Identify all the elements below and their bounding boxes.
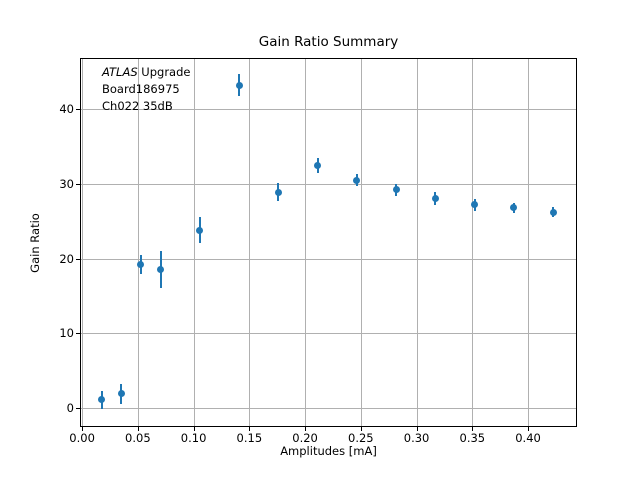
data-point [274, 188, 282, 196]
x-tick-label: 0.20 [292, 431, 318, 445]
x-tick-label: 0.35 [459, 431, 486, 445]
x-gridline [249, 59, 251, 426]
y-gridline [81, 333, 576, 335]
x-gridline [528, 59, 530, 426]
annotation-line-3: Ch022 35dB [102, 99, 173, 113]
x-tick-label: 0.25 [348, 431, 374, 445]
y-axis-label: Gain Ratio [28, 213, 42, 273]
y-tick-label: 0 [66, 401, 74, 416]
data-point [137, 261, 145, 269]
x-gridline [360, 59, 362, 426]
data-point [157, 266, 165, 274]
annotation-line-1-rest: Upgrade [137, 65, 191, 79]
data-point [196, 226, 204, 234]
x-gridline [416, 59, 418, 426]
x-tick-mark [360, 427, 362, 431]
x-tick-mark [193, 427, 195, 431]
atlas-brand-label: ATLAS [102, 65, 138, 79]
y-tick-mark [76, 258, 80, 260]
x-tick-mark [416, 427, 418, 431]
x-tick-label: 0.00 [69, 431, 95, 445]
x-tick-label: 0.30 [403, 431, 430, 445]
y-gridline [81, 258, 576, 260]
y-gridline [81, 183, 576, 185]
y-tick-label: 10 [59, 326, 74, 341]
x-tick-mark [472, 427, 474, 431]
x-tick-label: 0.15 [236, 431, 263, 445]
data-point [392, 186, 400, 194]
y-tick-mark [76, 408, 80, 410]
x-tick-mark [137, 427, 139, 431]
x-gridline [193, 59, 195, 426]
data-point [510, 204, 518, 212]
data-point [353, 176, 361, 184]
annotation-line-2: Board186975 [102, 82, 180, 96]
y-tick-label: 40 [59, 102, 74, 117]
x-gridline [305, 59, 307, 426]
x-tick-mark [249, 427, 251, 431]
x-gridline [137, 59, 139, 426]
annotation-line-1: ATLAS Upgrade [102, 64, 190, 81]
y-tick-mark [76, 333, 80, 335]
x-tick-mark [82, 427, 84, 431]
y-tick-mark [76, 109, 80, 111]
chart-title: Gain Ratio Summary [258, 34, 399, 50]
x-axis-label: Amplitudes [mA] [280, 444, 377, 458]
y-gridline [81, 109, 576, 111]
y-tick-mark [76, 183, 80, 185]
x-gridline [82, 59, 84, 426]
x-tick-mark [305, 427, 307, 431]
data-point [549, 208, 557, 216]
x-gridline [472, 59, 474, 426]
x-tick-label: 0.05 [125, 431, 151, 445]
y-tick-label: 20 [59, 251, 74, 266]
plot-area: ATLAS Upgrade Board186975 Ch022 35dB [80, 58, 577, 427]
data-point [314, 161, 322, 169]
data-point [471, 201, 479, 209]
data-point [117, 390, 125, 398]
x-tick-mark [528, 427, 530, 431]
data-point [98, 396, 106, 404]
y-tick-label: 30 [59, 176, 74, 191]
x-tick-label: 0.40 [515, 431, 541, 445]
x-tick-label: 0.10 [180, 431, 207, 445]
y-gridline [81, 408, 576, 410]
annotation-box: ATLAS Upgrade Board186975 Ch022 35dB [102, 64, 190, 115]
data-point [431, 195, 439, 203]
data-point [235, 81, 243, 89]
